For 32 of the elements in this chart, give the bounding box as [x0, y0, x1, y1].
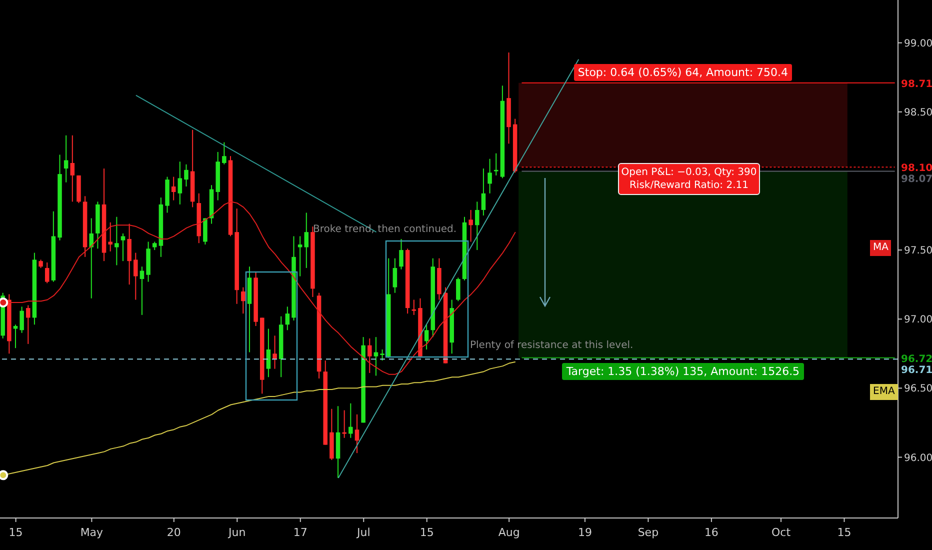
annotation: Plenty of resistance at this level. [470, 340, 634, 351]
x-tick-label: 15 [837, 526, 852, 539]
ref-line-label: 98.10 [901, 163, 932, 174]
y-tick-label: 96.00 [904, 452, 932, 464]
annotation: Risk/Reward Ratio: 2.11 [628, 179, 750, 192]
ref-line-label: 98.07 [901, 174, 932, 186]
x-tick-label: May [80, 526, 104, 539]
x-tick-label: 16 [704, 526, 718, 539]
x-tick-label: 20 [166, 526, 181, 539]
y-tick-label: 98.50 [904, 107, 932, 118]
y-tick-label: 97.50 [904, 246, 932, 257]
x-tick-label: Jul [356, 526, 370, 539]
annotation: Open P&L: −0.03, Qty: 390 [620, 166, 758, 179]
ref-line-label: 98.71 [901, 78, 932, 90]
x-tick-label: 17 [293, 526, 308, 539]
y-tick-label: 99.00 [904, 38, 932, 50]
x-tick-label: Aug [498, 526, 520, 539]
x-tick-label: Sep [638, 526, 659, 539]
y-tick-label: 97.00 [904, 314, 932, 326]
y-tick-label: 96.50 [904, 384, 932, 395]
ref-line-label: 96.71 [901, 364, 932, 376]
band-label: Target: 1.35 (1.38%) 135, Amount: 1526.5 [562, 362, 804, 380]
text: MA [870, 240, 892, 256]
x-tick-label: Oct [771, 526, 792, 539]
x-tick-label: 15 [420, 526, 434, 539]
x-tick-label: 15 [8, 526, 23, 539]
text: EMA [870, 384, 898, 400]
ref-line-label: 96.72 [901, 354, 932, 365]
band-label: Stop: 0.64 (0.65%) 64, Amount: 750.4 [574, 64, 792, 81]
annotation: Broke trend, then continued. [313, 224, 457, 235]
x-tick-label: Jun [228, 526, 246, 539]
x-tick-label: 19 [578, 526, 592, 539]
